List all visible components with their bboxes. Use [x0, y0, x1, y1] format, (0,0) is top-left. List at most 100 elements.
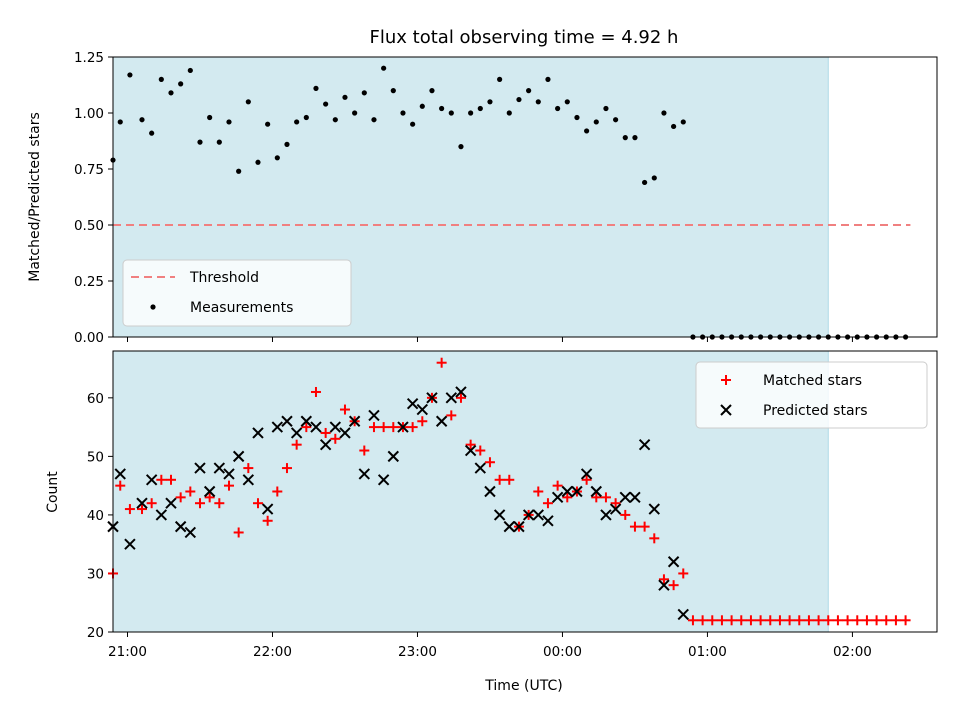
matched-point — [175, 492, 186, 503]
measurement-point — [497, 76, 503, 82]
measurement-point — [564, 99, 570, 105]
matched-point — [552, 480, 563, 491]
predicted-point — [542, 515, 554, 527]
predicted-point-b — [445, 392, 458, 404]
predicted-point — [590, 485, 602, 498]
predicted-point — [455, 386, 467, 398]
predicted-point — [426, 392, 438, 404]
predicted-point-b — [406, 397, 419, 410]
predicted-point — [136, 497, 148, 509]
x-tick-label: 23:00 — [398, 644, 437, 660]
matched-point — [678, 568, 689, 579]
predicted-point — [474, 462, 487, 474]
predicted-point — [165, 497, 177, 509]
predicted-point-b — [319, 438, 332, 451]
matched-point — [204, 492, 215, 503]
matched-point — [823, 615, 834, 626]
chart-title: Flux total observing time = 4.92 h — [370, 27, 679, 48]
matched-point — [281, 463, 292, 474]
predicted-point — [513, 520, 525, 533]
bottom-y-tick-label: 30 — [87, 566, 104, 582]
predicted-point — [194, 462, 206, 474]
predicted-point — [339, 427, 351, 439]
predicted-point-b — [667, 556, 680, 568]
predicted-point — [493, 509, 506, 521]
predicted-point — [435, 415, 448, 427]
matched-point — [629, 521, 640, 532]
predicted-point — [648, 503, 660, 515]
measurement-point — [419, 103, 425, 109]
measurement-point — [371, 117, 377, 123]
predicted-point-b — [416, 403, 429, 416]
legend-predicted-swatch — [720, 404, 732, 416]
measurement-point — [313, 85, 319, 91]
measurement-point — [603, 105, 609, 112]
predicted-point — [242, 474, 255, 486]
matched-point — [504, 474, 515, 485]
matched-point — [455, 392, 466, 403]
predicted-point — [600, 509, 612, 521]
predicted-point — [561, 485, 573, 498]
measurement-point — [526, 88, 532, 94]
matched-point — [871, 615, 882, 626]
x-tick-label: 22:00 — [253, 644, 292, 660]
matched-point — [136, 504, 147, 515]
predicted-point-b — [677, 608, 689, 621]
matched-point — [755, 615, 766, 626]
top-y-tick-label: 0.25 — [74, 274, 104, 290]
predicted-point — [329, 421, 342, 433]
matched-point — [697, 615, 708, 626]
bottom-y-tick-label: 50 — [87, 449, 104, 465]
legend-matched-label: Matched stars — [763, 373, 862, 389]
predicted-point-b — [184, 526, 197, 539]
matched-point — [813, 615, 824, 626]
predicted-point — [358, 468, 371, 480]
predicted-point-b — [658, 579, 670, 591]
predicted-point — [310, 421, 322, 433]
x-tick-label: 02:00 — [833, 644, 872, 660]
predicted-point-b — [329, 421, 342, 433]
predicted-point-b — [648, 503, 660, 515]
predicted-point — [609, 503, 622, 515]
matched-point — [359, 445, 370, 456]
measurement-point — [168, 90, 174, 96]
predicted-point-b — [155, 509, 168, 521]
measurement-point — [535, 99, 541, 105]
predicted-point — [290, 427, 303, 439]
matched-point — [591, 492, 602, 503]
matched-point — [252, 498, 263, 509]
predicted-point-b — [348, 415, 361, 427]
predicted-point-b — [609, 503, 622, 515]
predicted-point-b — [474, 462, 487, 474]
matched-point — [842, 615, 853, 626]
predicted-point — [184, 526, 197, 539]
matched-point — [765, 615, 776, 626]
measurement-point — [236, 168, 242, 174]
predicted-point — [580, 468, 593, 480]
predicted-point-b — [571, 485, 583, 498]
bottom-y-axis-label: Count — [45, 471, 61, 513]
predicted-point — [532, 509, 544, 521]
matched-point — [494, 474, 505, 485]
predicted-point — [445, 392, 458, 404]
predicted-point-b — [551, 491, 564, 504]
x-axis-label: Time (UTC) — [484, 678, 562, 694]
matched-point — [881, 615, 892, 626]
measurement-point — [274, 155, 280, 161]
predicted-point-b — [435, 415, 448, 427]
measurement-point — [545, 76, 551, 82]
matched-point — [774, 615, 785, 626]
matched-point — [194, 498, 205, 509]
measurement-point — [284, 141, 290, 147]
matched-point — [852, 615, 863, 626]
matched-point — [233, 527, 244, 538]
top-y-axis-label: Matched/Predicted stars — [27, 112, 43, 282]
matched-point — [581, 474, 592, 485]
predicted-point-b — [194, 462, 206, 474]
top-plot-frame — [112, 56, 938, 338]
measurement-point — [149, 130, 155, 136]
top-legend: Threshold Measurements — [122, 259, 352, 327]
top-y-tick-label: 1.00 — [74, 106, 104, 122]
legend-predicted-swatch-b — [720, 404, 732, 416]
